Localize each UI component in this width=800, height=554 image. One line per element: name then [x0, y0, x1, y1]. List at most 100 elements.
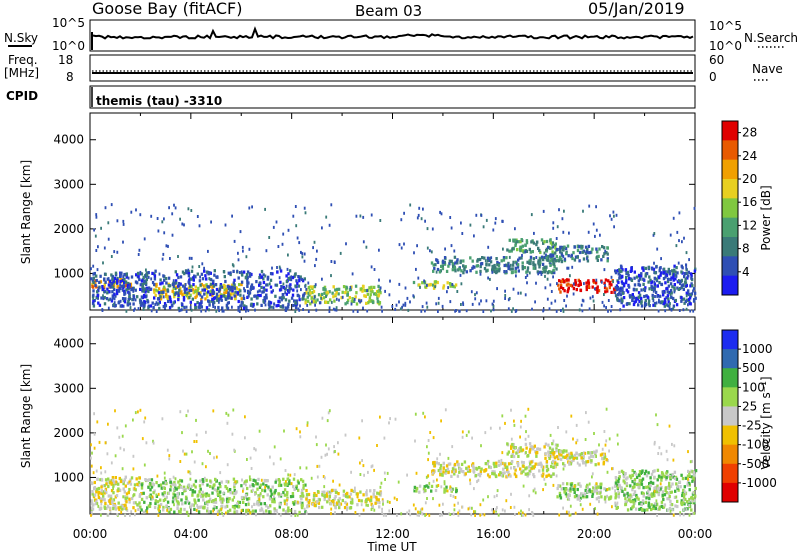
range-cell	[234, 480, 237, 484]
range-cell	[241, 478, 243, 482]
range-cell	[576, 487, 579, 492]
range-cell	[578, 482, 581, 486]
range-cell	[419, 508, 422, 512]
range-cell	[552, 226, 555, 230]
range-cell	[149, 488, 152, 492]
range-cell	[683, 507, 687, 511]
range-cell	[100, 499, 103, 503]
range-cell	[169, 297, 172, 302]
range-cell	[621, 275, 624, 279]
range-cell	[263, 489, 267, 493]
range-cell	[494, 217, 497, 221]
range-cell	[335, 297, 338, 301]
range-cell	[577, 496, 580, 500]
range-cell	[140, 272, 144, 276]
range-cell	[617, 280, 620, 284]
range-cell	[614, 481, 618, 485]
range-cell	[618, 269, 622, 274]
range-cell	[614, 492, 617, 496]
range-cell	[289, 509, 292, 513]
range-cell	[209, 271, 212, 275]
range-cell	[222, 514, 225, 517]
range-cell	[187, 409, 189, 413]
range-cell	[594, 484, 597, 488]
range-cell	[664, 309, 667, 313]
range-cell	[359, 214, 362, 218]
x-tick-label: 08:00	[274, 527, 309, 541]
range-cell	[399, 307, 402, 311]
range-cell	[143, 279, 146, 283]
range-cell	[668, 306, 671, 310]
range-cell	[168, 457, 171, 461]
range-cell	[119, 488, 122, 492]
range-cell	[358, 513, 361, 517]
range-cell	[330, 274, 332, 278]
range-cell	[507, 266, 510, 271]
range-cell	[543, 240, 546, 244]
range-cell	[603, 252, 606, 256]
range-cell	[181, 222, 184, 226]
range-cell	[646, 508, 649, 512]
range-cell	[331, 291, 334, 295]
range-cell	[652, 289, 655, 293]
range-cell	[124, 503, 127, 507]
range-cell	[299, 304, 301, 308]
range-cell	[559, 255, 562, 259]
range-cell	[257, 294, 260, 298]
range-cell	[119, 505, 122, 509]
range-cell	[575, 456, 579, 460]
range-cell	[273, 445, 276, 449]
range-cell	[601, 447, 604, 451]
range-cell	[242, 294, 245, 298]
range-cell	[226, 421, 229, 425]
range-cell	[229, 272, 232, 277]
range-cell	[203, 476, 206, 480]
range-cell	[171, 482, 174, 486]
range-cell	[525, 451, 527, 454]
range-cell	[119, 280, 122, 284]
range-cell	[474, 297, 477, 301]
range-cell	[653, 280, 656, 284]
range-cell	[632, 500, 635, 504]
range-cell	[535, 243, 538, 247]
range-cell	[147, 304, 150, 308]
range-cell	[513, 423, 516, 427]
range-cell	[683, 272, 687, 276]
range-cell	[231, 214, 233, 218]
range-cell	[305, 511, 308, 515]
range-cell	[285, 482, 289, 486]
range-cell	[650, 281, 653, 285]
range-cell	[298, 298, 301, 302]
nave-tick-top: 60	[709, 53, 724, 67]
range-cell	[91, 451, 93, 455]
range-cell	[104, 441, 107, 445]
range-cell	[97, 493, 100, 497]
range-cell	[94, 498, 97, 502]
range-cell	[103, 296, 106, 300]
range-cell	[285, 292, 288, 296]
range-cell	[437, 468, 440, 473]
range-cell	[609, 214, 611, 218]
range-cell	[116, 489, 119, 493]
range-cell	[330, 300, 333, 304]
range-cell	[538, 447, 542, 451]
y-tick-label: 1000	[53, 470, 84, 484]
range-cell	[205, 430, 207, 434]
range-cell	[648, 482, 651, 486]
range-cell	[209, 484, 212, 489]
range-cell	[458, 470, 461, 474]
range-cell	[572, 292, 575, 296]
range-cell	[208, 308, 210, 312]
range-cell	[537, 246, 540, 250]
range-cell	[420, 511, 423, 515]
range-cell	[424, 219, 426, 223]
range-cell	[494, 221, 497, 225]
range-cell	[312, 289, 316, 294]
range-cell	[185, 270, 188, 274]
range-cell	[687, 477, 689, 481]
range-cell	[139, 300, 142, 304]
range-cell	[153, 288, 156, 292]
range-cell	[680, 502, 684, 507]
range-cell	[121, 278, 124, 282]
range-cell	[437, 301, 440, 305]
